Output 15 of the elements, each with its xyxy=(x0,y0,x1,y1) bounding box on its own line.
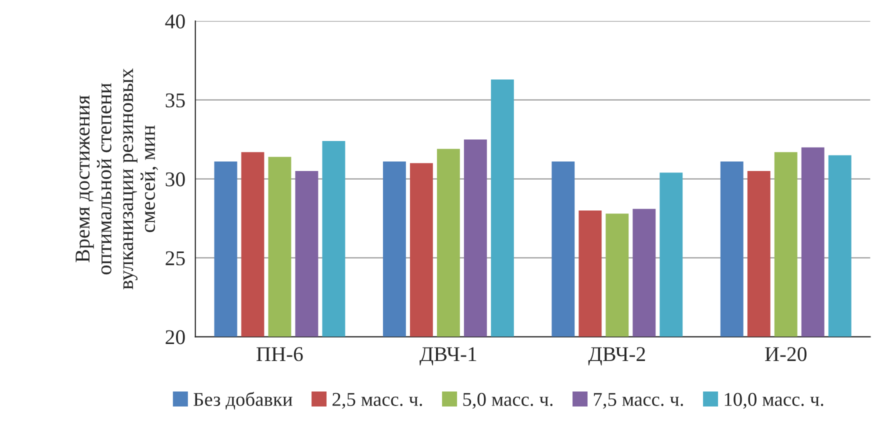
legend-label: 10,0 масс. ч. xyxy=(724,392,824,409)
y-tick-label: 35 xyxy=(166,93,185,108)
legend-label: Без добавки xyxy=(194,392,292,410)
legend-label: 2,5 масс. ч. xyxy=(332,392,422,409)
y-tick-label: 20 xyxy=(166,330,185,344)
x-tick-label: ДВЧ-2 xyxy=(588,347,645,366)
x-tick-label: ДВЧ-1 xyxy=(420,347,476,366)
y-tick-label: 30 xyxy=(166,172,185,186)
x-tick-label: ПН-6 xyxy=(256,347,303,362)
x-tick-label: И-20 xyxy=(765,347,806,362)
y-axis-title: Время достижения оптимальной степени вулканизации резиновых смесей, мин xyxy=(76,68,158,290)
legend-label: 5,0 масс. ч. xyxy=(463,392,553,409)
y-tick-label: 25 xyxy=(166,251,185,266)
y-tick-label: 40 xyxy=(165,14,185,28)
legend-label: 7,5 масс. ч. xyxy=(594,393,684,409)
